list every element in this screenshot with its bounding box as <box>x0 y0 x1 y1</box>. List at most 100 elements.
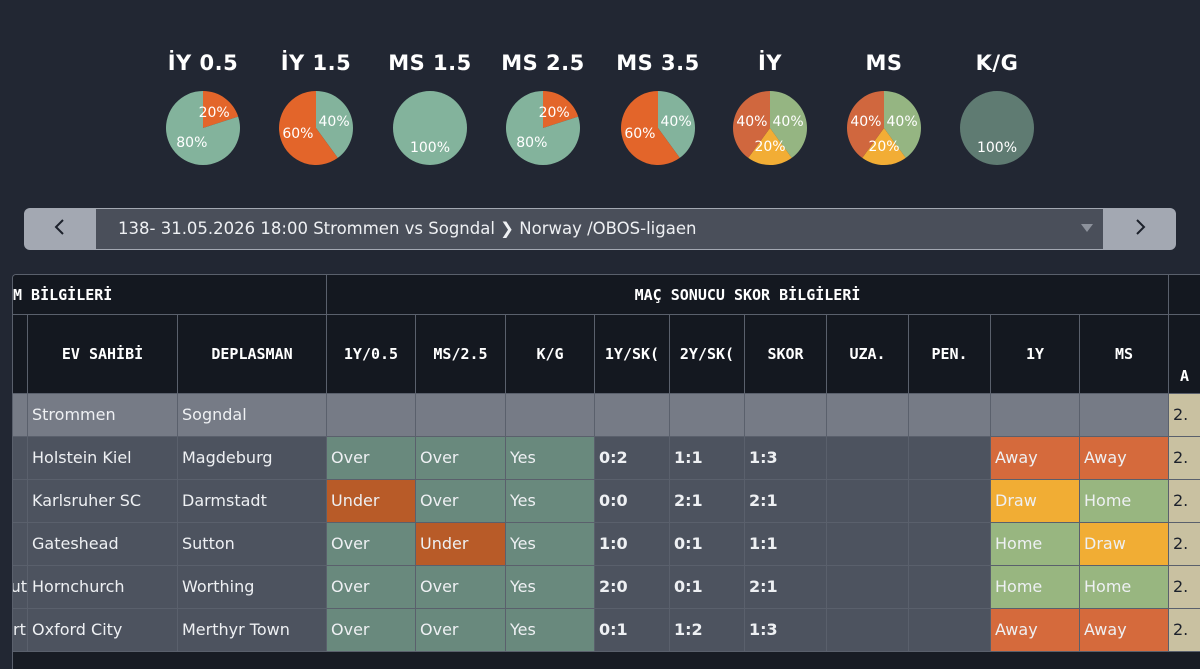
edge-cell: 2. <box>1169 609 1200 652</box>
match-dropdown[interactable]: 138- 31.05.2026 18:00 Strommen vs Sognda… <box>96 209 1103 249</box>
stat-1: İY 1.5 40% 60% <box>256 46 376 166</box>
column-header[interactable]: 1Y/SK( <box>595 315 670 394</box>
second-half-score-cell: 1:1 <box>670 437 745 480</box>
column-header[interactable]: 1Y <box>991 315 1080 394</box>
extra-time-cell <box>827 480 909 523</box>
half-time-result-cell: Home <box>991 566 1080 609</box>
column-header-stub <box>13 315 28 394</box>
pie-slice-label: 40% <box>772 114 804 131</box>
pie-svg <box>733 91 807 165</box>
extra-time-cell <box>827 523 909 566</box>
stat-title: MS 1.5 <box>388 51 472 75</box>
stat-5: İY 40% 20% 40% <box>710 46 830 166</box>
column-header[interactable]: DEPLASMAN <box>178 315 327 394</box>
both-teams-score-cell: Yes <box>506 566 595 609</box>
stat-title: İY 1.5 <box>280 51 352 75</box>
final-score-cell: 1:3 <box>745 609 827 652</box>
column-header[interactable]: A <box>1169 315 1200 394</box>
full-time-result-cell: Draw <box>1080 523 1169 566</box>
final-score-cell: 1:3 <box>745 437 827 480</box>
first-half-score-cell: 0:2 <box>595 437 670 480</box>
pie-slice <box>658 91 695 158</box>
column-header[interactable]: MS/2.5 <box>416 315 506 394</box>
first-half-score-cell: 0:0 <box>595 480 670 523</box>
empty-cell <box>1080 394 1169 437</box>
column-header[interactable]: K/G <box>506 315 595 394</box>
empty-cell <box>595 394 670 437</box>
pie-slice-label: 20% <box>198 104 230 121</box>
pie-slice-label: 40% <box>736 114 768 131</box>
over-under-25-cell: Under <box>416 523 506 566</box>
over-under-25-cell: Over <box>416 609 506 652</box>
column-header[interactable]: 2Y/SK( <box>670 315 745 394</box>
home-team-cell: Karlsruher SC <box>28 480 178 523</box>
extra-time-cell <box>827 437 909 480</box>
away-team-cell: Sutton <box>178 523 327 566</box>
over-under-05-cell: Over <box>327 609 416 652</box>
away-team-cell: Merthyr Town <box>178 609 327 652</box>
empty-cell <box>827 394 909 437</box>
pie-slice <box>316 91 353 158</box>
away-team-cell: Magdeburg <box>178 437 327 480</box>
over-under-05-cell: Over <box>327 566 416 609</box>
first-half-score-cell: 1:0 <box>595 523 670 566</box>
match-selector: 138- 31.05.2026 18:00 Strommen vs Sognda… <box>24 208 1176 250</box>
edge-cell: 2. <box>1169 437 1200 480</box>
home-team-cell: Oxford City <box>28 609 178 652</box>
second-half-score-cell: 2:1 <box>670 480 745 523</box>
empty-cell <box>416 394 506 437</box>
pie-slice <box>748 128 792 165</box>
pie-svg <box>621 91 695 165</box>
pie-chart: 20% 80% <box>505 90 581 166</box>
column-header[interactable]: UZA. <box>827 315 909 394</box>
over-under-25-cell: Over <box>416 566 506 609</box>
both-teams-score-cell: Yes <box>506 437 595 480</box>
edge-cell: 2. <box>1169 480 1200 523</box>
full-time-result-cell: Away <box>1080 609 1169 652</box>
pie-slice <box>543 91 579 128</box>
column-header[interactable]: MS <box>1080 315 1169 394</box>
next-match-button[interactable] <box>1104 208 1176 250</box>
column-header[interactable]: EV SAHİBİ <box>28 315 178 394</box>
pie-slice <box>506 91 580 165</box>
column-header[interactable]: 1Y/0.5 <box>327 315 416 394</box>
full-time-result-cell: Home <box>1080 480 1169 523</box>
home-team-cell: Hornchurch <box>28 566 178 609</box>
pie-svg <box>506 91 580 165</box>
pie-slice <box>847 91 884 158</box>
first-half-score-cell: 2:0 <box>595 566 670 609</box>
pie-slice <box>960 91 1034 165</box>
half-time-result-cell: Draw <box>991 480 1080 523</box>
chevron-down-icon <box>1081 224 1093 232</box>
away-team-cell: Worthing <box>178 566 327 609</box>
row-prefix <box>13 437 28 480</box>
penalties-cell <box>909 609 991 652</box>
penalties-cell <box>909 566 991 609</box>
half-time-result-cell: Away <box>991 437 1080 480</box>
pie-slice-label: 60% <box>282 125 314 142</box>
row-prefix <box>13 394 28 437</box>
second-half-score-cell: 0:1 <box>670 523 745 566</box>
pie-slice-label: 40% <box>660 114 692 131</box>
home-team-cell: Strommen <box>28 394 178 437</box>
edge-cell: 2. <box>1169 523 1200 566</box>
column-header[interactable]: PEN. <box>909 315 991 394</box>
pie-slice <box>884 91 921 158</box>
both-teams-score-cell: Yes <box>506 609 595 652</box>
penalties-cell <box>909 437 991 480</box>
column-header[interactable]: SKOR <box>745 315 827 394</box>
first-half-score-cell: 0:1 <box>595 609 670 652</box>
stat-title: MS 2.5 <box>501 51 585 75</box>
over-under-05-cell: Under <box>327 480 416 523</box>
pie-slice-label: 20% <box>538 104 570 121</box>
empty-cell <box>745 394 827 437</box>
pie-slice <box>733 91 770 158</box>
pie-slice-label: 40% <box>318 114 350 131</box>
prev-match-button[interactable] <box>24 208 96 250</box>
second-half-score-cell: 1:2 <box>670 609 745 652</box>
over-under-25-cell: Over <box>416 437 506 480</box>
stat-title: İY <box>757 51 783 75</box>
half-time-result-cell: Away <box>991 609 1080 652</box>
stat-title: K/G <box>975 51 1019 75</box>
empty-cell <box>506 394 595 437</box>
